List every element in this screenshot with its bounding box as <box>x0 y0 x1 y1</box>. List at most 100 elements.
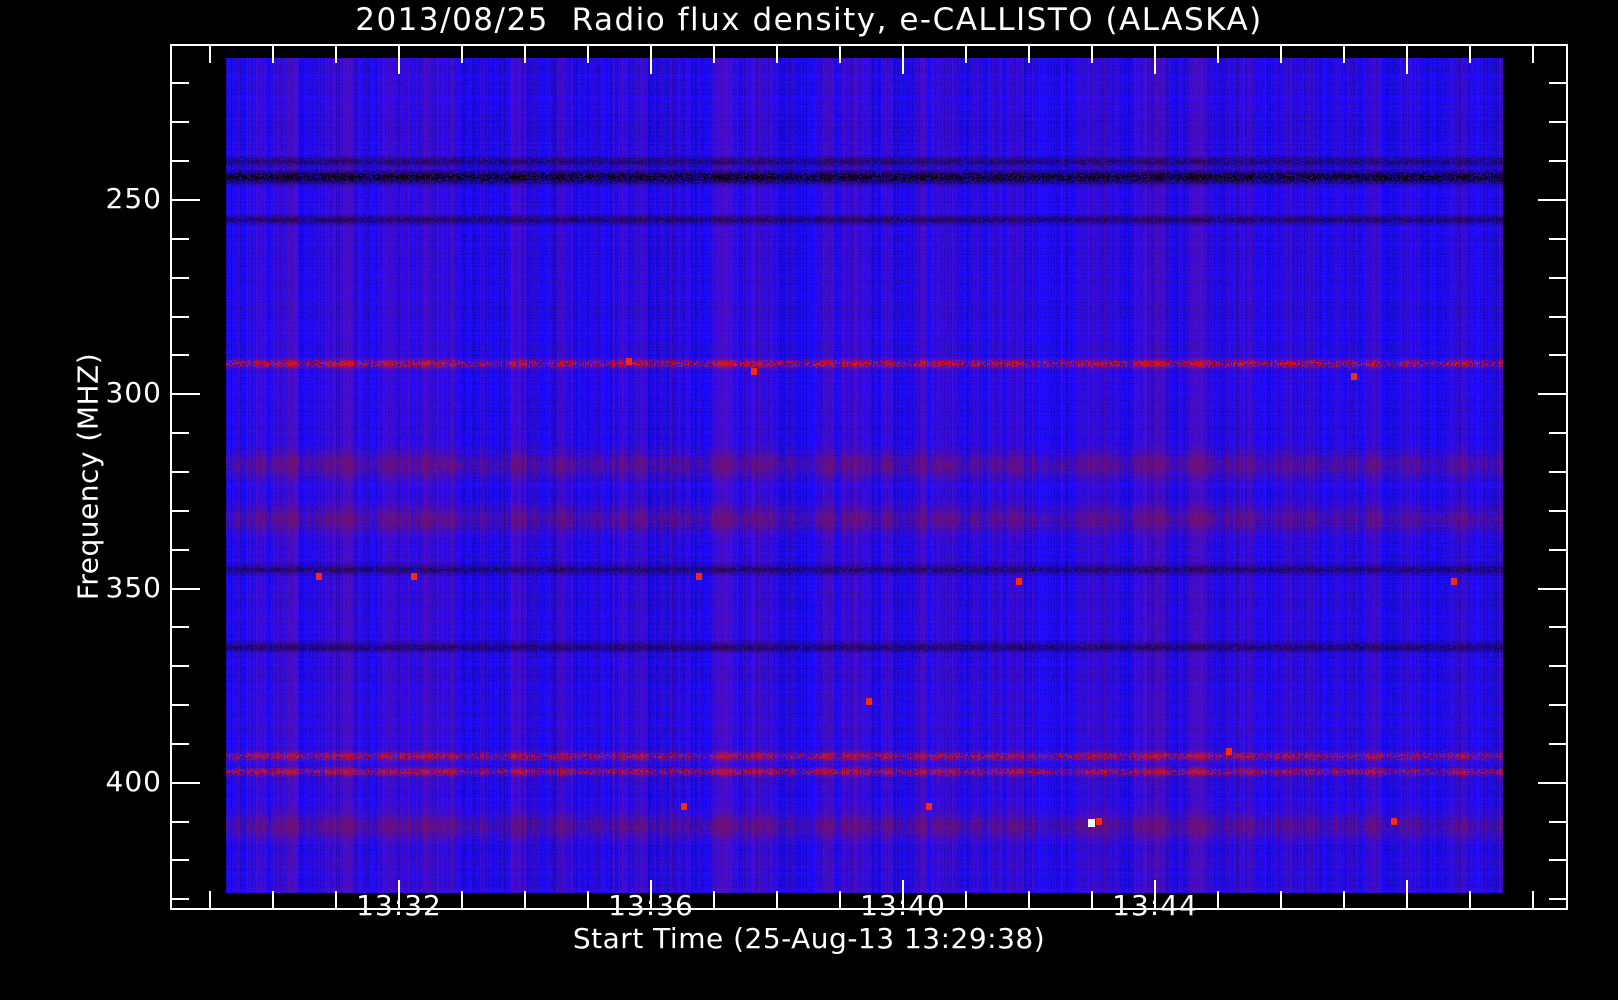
x-tick-minor <box>713 891 715 908</box>
x-tick-top-minor <box>839 46 841 63</box>
y-tick-minor <box>172 82 189 85</box>
y-tick-minor <box>172 276 189 279</box>
y-tick-right-minor <box>1549 470 1566 473</box>
x-tick-top-minor <box>587 46 589 63</box>
y-tick-right-minor <box>1549 315 1566 318</box>
x-tick-minor <box>1091 891 1093 908</box>
y-tick-major <box>172 781 200 784</box>
y-tick-right-minor <box>1549 626 1566 629</box>
y-tick-right-minor <box>1549 859 1566 862</box>
x-tick-top-minor <box>1217 46 1219 63</box>
x-tick-top-minor <box>713 46 715 63</box>
x-tick-major <box>650 880 652 908</box>
y-tick-right-minor <box>1549 276 1566 279</box>
x-tick-top-minor <box>1280 46 1282 63</box>
x-tick-minor <box>209 891 211 908</box>
y-tick-minor <box>172 820 189 823</box>
y-tick-right-minor <box>1549 742 1566 745</box>
y-tick-minor <box>172 898 189 901</box>
y-tick-label: 250 <box>105 182 162 215</box>
y-tick-right-minor <box>1549 432 1566 435</box>
x-tick-minor <box>1469 891 1471 908</box>
x-tick-minor <box>1532 891 1534 908</box>
x-tick-minor <box>524 891 526 908</box>
y-tick-minor <box>172 354 189 357</box>
y-tick-minor <box>172 626 189 629</box>
y-tick-minor <box>172 742 189 745</box>
y-tick-minor <box>172 121 189 124</box>
x-tick-top-minor <box>1469 46 1471 63</box>
x-tick-minor <box>587 891 589 908</box>
x-tick-top-minor <box>524 46 526 63</box>
x-axis-title: Start Time (25-Aug-13 13:29:38) <box>572 922 1046 955</box>
x-tick-minor <box>1343 891 1345 908</box>
x-tick-top-major <box>398 46 400 74</box>
y-tick-minor <box>172 548 189 551</box>
y-tick-major <box>172 393 200 396</box>
x-tick-major <box>1406 880 1408 908</box>
x-tick-minor <box>272 891 274 908</box>
x-tick-label: 13:44 <box>1112 889 1198 922</box>
x-tick-top-major <box>1154 46 1156 74</box>
y-tick-label: 350 <box>105 570 162 604</box>
x-tick-minor <box>1280 891 1282 908</box>
x-tick-major <box>1154 880 1156 908</box>
y-tick-right-minor <box>1549 354 1566 357</box>
y-tick-right-major <box>1538 199 1566 201</box>
y-tick-right-major <box>1538 393 1566 396</box>
y-tick-minor <box>172 237 189 240</box>
spectrogram-image <box>226 58 1503 893</box>
x-tick-label: 13:36 <box>608 889 694 922</box>
y-tick-major <box>172 199 200 201</box>
y-tick-major <box>172 587 200 590</box>
x-tick-top-major <box>650 46 652 74</box>
y-tick-right-minor <box>1549 820 1566 823</box>
y-tick-minor <box>172 704 189 707</box>
x-tick-minor <box>1217 891 1219 908</box>
x-tick-minor <box>839 891 841 908</box>
x-tick-top-minor <box>1532 46 1534 63</box>
y-tick-right-minor <box>1549 237 1566 240</box>
x-tick-top-major <box>1406 46 1408 74</box>
y-tick-minor <box>172 160 189 163</box>
y-tick-right-minor <box>1549 704 1566 707</box>
y-tick-right-major <box>1538 587 1566 590</box>
x-tick-minor <box>776 891 778 908</box>
x-tick-major <box>902 880 904 908</box>
x-tick-minor <box>965 891 967 908</box>
x-tick-major <box>398 880 400 908</box>
y-tick-right-minor <box>1549 509 1566 512</box>
x-tick-top-minor <box>1028 46 1030 63</box>
x-tick-label: 13:40 <box>860 889 946 922</box>
y-tick-right-minor <box>1549 160 1566 163</box>
y-tick-minor <box>172 470 189 473</box>
y-tick-minor <box>172 509 189 512</box>
x-tick-top-minor <box>209 46 211 63</box>
y-tick-right-major <box>1538 781 1566 784</box>
y-tick-right-minor <box>1549 82 1566 85</box>
x-tick-minor <box>1028 891 1030 908</box>
y-axis-title: Frequency (MHZ) <box>71 352 105 601</box>
y-tick-right-minor <box>1549 898 1566 901</box>
y-tick-right-minor <box>1549 665 1566 668</box>
y-tick-label: 400 <box>105 765 162 798</box>
x-tick-top-minor <box>776 46 778 63</box>
x-tick-top-minor <box>1343 46 1345 63</box>
x-tick-top-minor <box>965 46 967 63</box>
y-tick-minor <box>172 315 189 318</box>
y-tick-minor <box>172 859 189 862</box>
x-tick-minor <box>335 891 337 908</box>
y-tick-minor <box>172 432 189 435</box>
x-tick-minor <box>461 891 463 908</box>
x-tick-top-minor <box>272 46 274 63</box>
y-tick-label: 300 <box>105 376 162 410</box>
x-tick-top-minor <box>1091 46 1093 63</box>
page-title: 2013/08/25 Radio flux density, e-CALLIST… <box>355 2 1263 38</box>
y-tick-right-minor <box>1549 121 1566 124</box>
y-tick-right-minor <box>1549 548 1566 551</box>
y-tick-minor <box>172 665 189 668</box>
x-tick-top-major <box>902 46 904 74</box>
x-tick-top-minor <box>461 46 463 63</box>
x-tick-top-minor <box>335 46 337 63</box>
